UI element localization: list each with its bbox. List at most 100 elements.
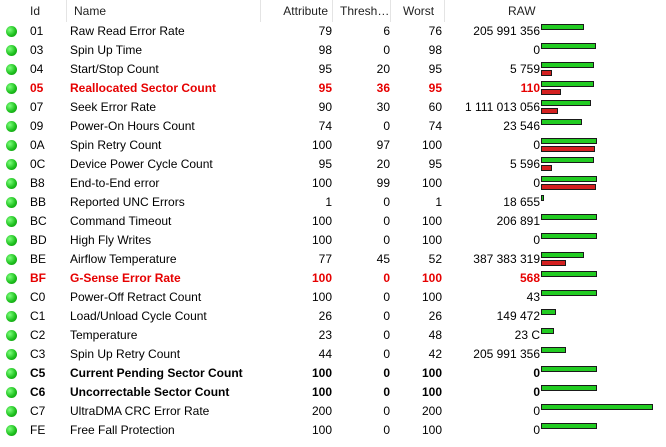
status-ok-icon bbox=[6, 140, 17, 151]
status-ok-icon bbox=[6, 64, 17, 75]
raw-value: 0 bbox=[533, 43, 540, 57]
attribute-id: FE bbox=[30, 423, 46, 437]
table-row[interactable]: C5 Current Pending Sector Count 100 0 100 0 bbox=[0, 364, 666, 383]
table-row[interactable]: C1 Load/Unload Cycle Count 26 0 26 149 472 bbox=[0, 307, 666, 326]
attribute-value-bar bbox=[541, 195, 544, 201]
attribute-value: 100 bbox=[311, 290, 332, 304]
raw-value: 0 bbox=[533, 176, 540, 190]
raw-value: 5 759 bbox=[509, 62, 540, 76]
status-ok-icon bbox=[6, 254, 17, 265]
column-divider[interactable] bbox=[332, 0, 333, 22]
table-row[interactable]: C0 Power-Off Retract Count 100 0 100 43 bbox=[0, 288, 666, 307]
threshold-value: 0 bbox=[383, 233, 390, 247]
attribute-name: Device Power Cycle Count bbox=[70, 157, 213, 171]
raw-value: 149 472 bbox=[496, 309, 540, 323]
table-row[interactable]: BC Command Timeout 100 0 100 206 891 bbox=[0, 212, 666, 231]
raw-value: 0 bbox=[533, 138, 540, 152]
attribute-name: Command Timeout bbox=[70, 214, 172, 228]
threshold-value: 36 bbox=[376, 81, 390, 95]
table-row[interactable]: C7 UltraDMA CRC Error Rate 200 0 200 0 bbox=[0, 402, 666, 421]
attribute-value: 100 bbox=[311, 233, 332, 247]
raw-value: 18 655 bbox=[503, 195, 540, 209]
attribute-value: 100 bbox=[311, 271, 332, 285]
table-row[interactable]: C2 Temperature 23 0 48 23 C bbox=[0, 326, 666, 345]
attribute-name: Power-Off Retract Count bbox=[70, 290, 202, 304]
table-row[interactable]: 0C Device Power Cycle Count 95 20 95 5 596 bbox=[0, 155, 666, 174]
status-ok-icon bbox=[6, 292, 17, 303]
column-header-attribute[interactable]: Attribute bbox=[283, 4, 328, 18]
column-header-worst[interactable]: Worst bbox=[403, 4, 435, 18]
table-row[interactable]: BF G-Sense Error Rate 100 0 100 568 bbox=[0, 269, 666, 288]
worst-value: 100 bbox=[421, 271, 442, 285]
attribute-id: 03 bbox=[30, 43, 44, 57]
table-row[interactable]: 05 Reallocated Sector Count 95 36 95 110 bbox=[0, 79, 666, 98]
column-divider[interactable] bbox=[444, 0, 445, 22]
raw-value: 43 bbox=[526, 290, 540, 304]
attribute-value: 77 bbox=[318, 252, 332, 266]
table-row[interactable]: 07 Seek Error Rate 90 30 60 1 111 013 056 bbox=[0, 98, 666, 117]
table-row[interactable]: 03 Spin Up Time 98 0 98 0 bbox=[0, 41, 666, 60]
threshold-bar bbox=[541, 165, 552, 171]
attribute-value: 26 bbox=[318, 309, 332, 323]
table-row[interactable]: BE Airflow Temperature 77 45 52 387 383 319 bbox=[0, 250, 666, 269]
attribute-id: C6 bbox=[30, 385, 46, 399]
table-row[interactable]: 09 Power-On Hours Count 74 0 74 23 546 bbox=[0, 117, 666, 136]
table-row[interactable]: BD High Fly Writes 100 0 100 0 bbox=[0, 231, 666, 250]
threshold-value: 20 bbox=[376, 62, 390, 76]
attribute-name: Seek Error Rate bbox=[70, 100, 157, 114]
table-row[interactable]: 01 Raw Read Error Rate 79 6 76 205 991 356 bbox=[0, 22, 666, 41]
attribute-id: C7 bbox=[30, 404, 46, 418]
threshold-bar bbox=[541, 70, 552, 76]
threshold-value: 45 bbox=[376, 252, 390, 266]
column-header-raw[interactable]: RAW bbox=[508, 4, 536, 18]
worst-value: 95 bbox=[428, 62, 442, 76]
attribute-id: BF bbox=[30, 271, 46, 285]
table-row[interactable]: C3 Spin Up Retry Count 44 0 42 205 991 356 bbox=[0, 345, 666, 364]
threshold-bar bbox=[541, 146, 595, 152]
column-divider[interactable] bbox=[66, 0, 67, 22]
column-header-id[interactable]: Id bbox=[30, 4, 41, 18]
attribute-value: 100 bbox=[311, 366, 332, 380]
column-divider[interactable] bbox=[390, 0, 391, 22]
status-ok-icon bbox=[6, 159, 17, 170]
attribute-id: 09 bbox=[30, 119, 44, 133]
attribute-name: Free Fall Protection bbox=[70, 423, 175, 437]
worst-value: 100 bbox=[421, 214, 442, 228]
attribute-id: C5 bbox=[30, 366, 46, 380]
threshold-value: 0 bbox=[383, 423, 390, 437]
attribute-value: 98 bbox=[318, 43, 332, 57]
table-row[interactable]: 04 Start/Stop Count 95 20 95 5 759 bbox=[0, 60, 666, 79]
attribute-id: 04 bbox=[30, 62, 44, 76]
table-row[interactable]: B8 End-to-End error 100 99 100 0 bbox=[0, 174, 666, 193]
threshold-value: 6 bbox=[383, 24, 390, 38]
raw-value: 206 891 bbox=[496, 214, 540, 228]
table-row[interactable]: C6 Uncorrectable Sector Count 100 0 100 0 bbox=[0, 383, 666, 402]
attribute-value: 23 bbox=[318, 328, 332, 342]
attribute-name: Spin Up Time bbox=[70, 43, 143, 57]
attribute-name: Start/Stop Count bbox=[70, 62, 159, 76]
table-row[interactable]: 0A Spin Retry Count 100 97 100 0 bbox=[0, 136, 666, 155]
attribute-id: 01 bbox=[30, 24, 44, 38]
raw-value: 387 383 319 bbox=[473, 252, 540, 266]
attribute-value-bar bbox=[541, 271, 597, 277]
column-header-threshold[interactable]: Thresh… bbox=[340, 4, 390, 18]
attribute-id: C2 bbox=[30, 328, 46, 342]
table-row[interactable]: BB Reported UNC Errors 1 0 1 18 655 bbox=[0, 193, 666, 212]
attribute-value: 74 bbox=[318, 119, 332, 133]
attribute-name: Airflow Temperature bbox=[70, 252, 177, 266]
column-header-name[interactable]: Name bbox=[74, 4, 107, 18]
threshold-value: 0 bbox=[383, 290, 390, 304]
threshold-value: 97 bbox=[376, 138, 390, 152]
threshold-value: 0 bbox=[383, 309, 390, 323]
worst-value: 48 bbox=[428, 328, 442, 342]
threshold-bar bbox=[541, 260, 566, 266]
table-row[interactable]: FE Free Fall Protection 100 0 100 0 bbox=[0, 421, 666, 440]
column-divider[interactable] bbox=[260, 0, 261, 22]
attribute-value-bar bbox=[541, 366, 597, 372]
raw-value: 5 596 bbox=[509, 157, 540, 171]
attribute-value-bar bbox=[541, 62, 594, 68]
worst-value: 42 bbox=[428, 347, 442, 361]
status-ok-icon bbox=[6, 273, 17, 284]
attribute-value: 95 bbox=[318, 81, 332, 95]
attribute-id: BD bbox=[30, 233, 47, 247]
